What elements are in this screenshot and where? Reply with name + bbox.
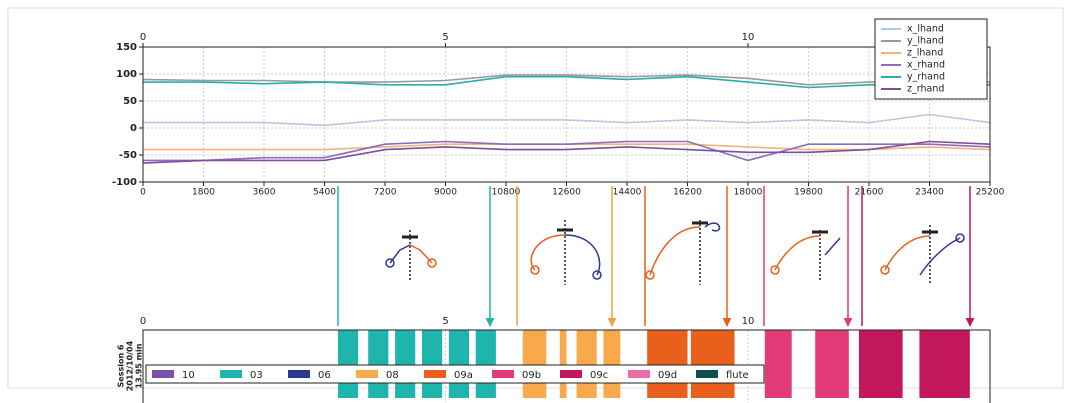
legend-swatch — [560, 370, 582, 378]
arrow — [763, 186, 848, 326]
y-axis-label: Session 6 — [117, 344, 126, 387]
legend-label: flute — [726, 370, 749, 381]
x-tick-label: 5400 — [313, 188, 336, 198]
series-line — [143, 75, 990, 89]
segment — [448, 330, 470, 398]
legend-label: 03 — [250, 370, 263, 381]
legend-label: 06 — [318, 370, 331, 381]
legend-box — [145, 364, 765, 384]
legend-label: 09b — [522, 370, 541, 381]
x-tick-label: 12600 — [552, 188, 581, 198]
x-tick-label: 23400 — [915, 188, 944, 198]
x-tick-label: 1800 — [192, 188, 215, 198]
x-tick-label: 3600 — [253, 188, 276, 198]
series-line — [142, 140, 991, 164]
legend-swatch — [152, 370, 174, 378]
segment — [858, 330, 903, 398]
legend-swatch — [424, 370, 446, 378]
arm-diagrams — [385, 220, 965, 285]
segment — [337, 330, 359, 398]
legend: x_lhandy_lhandz_lhandx_rhandy_rhandz_rha… — [874, 18, 988, 100]
series-line — [143, 140, 991, 162]
legend-label: y_rhand — [907, 72, 945, 83]
y-tick-label: 0 — [130, 123, 137, 134]
y-axis-label: 13.95 min — [135, 343, 144, 388]
legend-swatch — [220, 370, 242, 378]
x2-tick-label: 10 — [742, 32, 755, 43]
arm-diagram — [645, 220, 721, 285]
legend-label: 09c — [590, 370, 608, 381]
legend: 10 03 06 08 09a 09b 09c 09d flute — [145, 364, 765, 384]
legend-label: x_lhand — [907, 24, 944, 35]
y-axis-label: 2012/10/04 — [126, 340, 135, 391]
arm-diagram — [385, 230, 437, 280]
segment — [603, 330, 621, 398]
legend-swatch — [288, 370, 310, 378]
series-line — [143, 113, 991, 127]
arm-diagram — [770, 230, 841, 280]
x2-tick-label: 10 — [742, 316, 755, 327]
y-tick-label: -50 — [119, 150, 137, 161]
x-tick-label: 7200 — [374, 188, 397, 198]
legend-label: z_rhand — [907, 84, 944, 95]
x-tick-label: 0 — [140, 188, 146, 198]
legend-label: x_rhand — [907, 60, 945, 71]
segment — [421, 330, 443, 398]
y-tick-label: -100 — [112, 177, 137, 188]
y-tick-label: 100 — [116, 69, 137, 80]
arrow — [337, 186, 490, 326]
legend-label: z_lhand — [907, 48, 943, 59]
segment — [395, 330, 416, 398]
segment — [475, 330, 496, 398]
x-tick-label: 10800 — [492, 188, 521, 198]
segment — [522, 330, 547, 398]
segment — [559, 330, 567, 398]
segment — [815, 330, 849, 398]
x-tick-label: 18000 — [734, 188, 763, 198]
x-tick-label: 9000 — [434, 188, 457, 198]
segment — [764, 330, 792, 398]
segment — [576, 330, 597, 398]
segment — [368, 330, 389, 398]
legend-label: y_lhand — [907, 36, 944, 47]
legend-box — [874, 18, 988, 100]
segment — [919, 330, 970, 398]
legend-label: 10 — [182, 370, 195, 381]
arrow — [861, 186, 970, 326]
plot-frame — [142, 46, 991, 183]
y-tick-label: 150 — [116, 42, 137, 53]
segment — [647, 330, 688, 398]
x-tick-label: 25200 — [976, 188, 1005, 198]
x-tick-label: 16200 — [673, 188, 702, 198]
x2-tick-label: 0 — [140, 32, 146, 43]
arm-diagram — [530, 220, 602, 285]
y-tick-label: 50 — [123, 96, 137, 107]
legend-swatch — [356, 370, 378, 378]
x2-tick-label: 5 — [442, 316, 448, 327]
x-tick-label: 14400 — [613, 188, 642, 198]
segment — [690, 330, 735, 398]
arrow — [516, 186, 612, 326]
arrow — [644, 186, 727, 326]
series-line — [142, 74, 990, 86]
x2-tick-label: 0 — [140, 316, 146, 327]
arm-diagram — [880, 225, 965, 285]
connectors — [337, 186, 970, 326]
plot-frame — [142, 329, 991, 403]
legend-swatch — [492, 370, 514, 378]
x-tick-label: 19800 — [794, 188, 823, 198]
legend-label: 09a — [454, 370, 473, 381]
legend-swatch — [696, 370, 718, 378]
legend-swatch — [628, 370, 650, 378]
legend-label: 09d — [658, 370, 677, 381]
x2-tick-label: 5 — [442, 32, 448, 43]
legend-label: 08 — [386, 370, 399, 381]
x-tick-label: 21600 — [855, 188, 884, 198]
